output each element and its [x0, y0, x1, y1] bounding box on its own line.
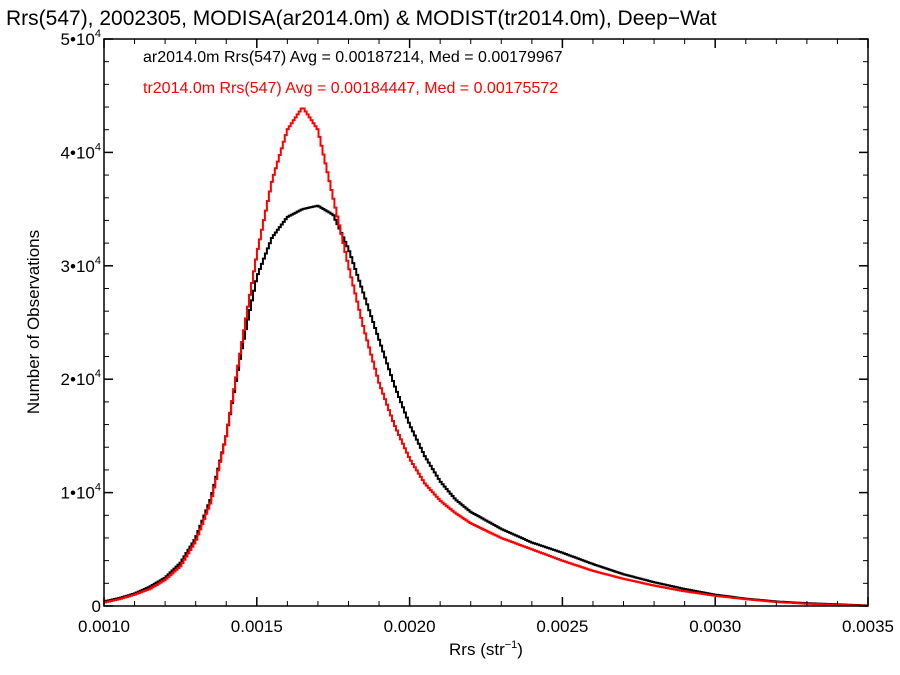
plot-frame	[103, 38, 869, 607]
series-line-1	[104, 107, 868, 607]
x-axis-title: Rrs (str−1)	[449, 639, 523, 659]
y-tick-label: 1•104	[61, 482, 101, 503]
legend: ar2014.0m Rrs(547) Avg = 0.00187214, Med…	[143, 49, 563, 97]
series-layer	[104, 107, 868, 607]
legend-entry-tr2014: tr2014.0m Rrs(547) Avg = 0.00184447, Med…	[143, 80, 558, 97]
x-tick-label: 0.0030	[689, 617, 741, 636]
y-tick-label: 4•104	[61, 141, 101, 162]
legend-entry-ar2014: ar2014.0m Rrs(547) Avg = 0.00187214, Med…	[143, 49, 563, 66]
x-axis-ticks: 0.0010 0.0015 0.0020 0.0025 0.0030 0.0035	[78, 39, 894, 636]
y-tick-label: 2•104	[61, 368, 101, 389]
y-axis-ticks: 0 1•104 2•104 3•104 4•104 5•104	[61, 28, 868, 616]
x-tick-label: 0.0010	[78, 617, 130, 636]
series-line-0	[104, 204, 868, 607]
y-axis-title: Number of Observations	[24, 230, 43, 414]
x-tick-label: 0.0020	[384, 617, 436, 636]
chart-title: Rrs(547), 2002305, MODISA(ar2014.0m) & M…	[6, 7, 717, 30]
y-tick-label: 5•104	[61, 28, 101, 49]
x-tick-label: 0.0015	[231, 617, 283, 636]
y-tick-label: 3•104	[61, 255, 101, 276]
x-tick-label: 0.0025	[536, 617, 588, 636]
y-tick-label: 0	[92, 597, 101, 616]
x-tick-label: 0.0035	[842, 617, 894, 636]
